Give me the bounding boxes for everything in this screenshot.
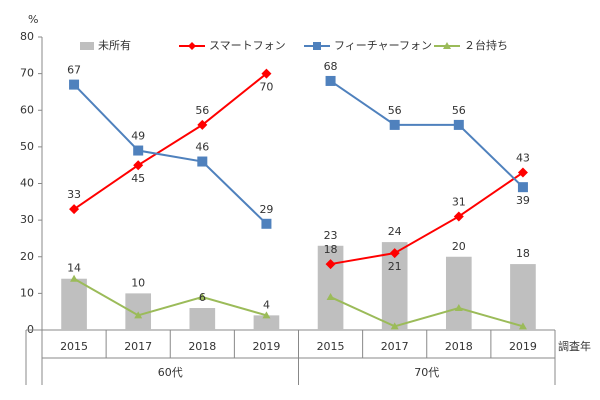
marker (134, 311, 143, 319)
bar (61, 278, 87, 330)
line (330, 296, 524, 328)
marker (133, 160, 144, 171)
marker (261, 68, 272, 79)
x-tick-label: 2015 (317, 340, 345, 353)
legend-label: ２台持ち (464, 38, 508, 52)
marker (454, 304, 463, 312)
bar (317, 245, 344, 330)
marker (325, 75, 336, 86)
y-tick-label: 30 (20, 213, 34, 226)
legend-label: スマートフォン (209, 39, 286, 52)
legend-marker (443, 42, 451, 49)
data-label: 43 (516, 152, 530, 165)
data-label: 29 (259, 203, 273, 216)
marker (70, 274, 79, 282)
legend-label: フィーチャーフォン (334, 39, 432, 52)
marker (261, 218, 272, 229)
data-label: 67 (67, 64, 81, 77)
data-label: 4 (263, 298, 270, 311)
y-tick-label: 80 (20, 30, 34, 43)
data-label: 18 (516, 247, 530, 260)
marker (453, 119, 464, 130)
marker (197, 119, 208, 130)
marker (197, 156, 208, 167)
marker (389, 119, 400, 130)
data-label: 23 (324, 229, 338, 242)
marker (133, 145, 144, 156)
data-label: 49 (131, 130, 145, 143)
data-label: 70 (259, 81, 273, 94)
line (329, 80, 524, 188)
data-label: 45 (131, 172, 145, 185)
y-tick-label: 50 (20, 140, 34, 153)
marker (262, 311, 271, 319)
x-axis-label: 調査年 (558, 339, 591, 353)
marker (453, 211, 464, 222)
x-tick-label: 2019 (509, 340, 537, 353)
legend-marker (313, 42, 321, 50)
x-tick-label: 2019 (252, 340, 280, 353)
data-label: 14 (67, 262, 81, 275)
bar (445, 256, 472, 330)
x-tick-label: 2015 (60, 340, 88, 353)
marker (325, 259, 336, 270)
marker (326, 293, 335, 301)
group-label: 60代 (158, 366, 183, 379)
marker (517, 167, 528, 178)
data-label: 18 (324, 243, 338, 256)
data-label: 24 (388, 225, 402, 238)
data-label: 56 (452, 104, 466, 117)
y-tick-label: 40 (20, 177, 34, 190)
data-label: 39 (516, 194, 530, 207)
line (73, 277, 267, 317)
y-tick-label: 60 (20, 103, 34, 116)
marker (69, 79, 80, 90)
data-label: 6 (199, 291, 206, 304)
data-label: 33 (67, 188, 81, 201)
y-tick-label: 70 (20, 67, 34, 80)
data-label: 56 (388, 104, 402, 117)
data-label: 46 (195, 141, 209, 154)
x-tick-label: 2018 (445, 340, 473, 353)
y-unit: % (28, 13, 38, 26)
marker (198, 293, 207, 301)
marker (389, 248, 400, 259)
data-label: 68 (324, 60, 338, 73)
data-label: 20 (452, 240, 466, 253)
data-label: 56 (195, 104, 209, 117)
data-label: 31 (452, 195, 466, 208)
marker (517, 182, 528, 193)
data-label: 21 (388, 260, 402, 273)
y-tick-label: 20 (20, 250, 34, 263)
x-tick-label: 2017 (381, 340, 409, 353)
y-tick-label: 10 (20, 286, 34, 299)
legend-label: 未所有 (98, 38, 131, 52)
marker (518, 322, 527, 330)
group-label: 70代 (414, 366, 439, 379)
line (73, 83, 268, 225)
data-label: 10 (131, 276, 145, 289)
legend-swatch (80, 42, 94, 50)
bar (189, 308, 216, 330)
marker (69, 204, 80, 215)
marker (390, 322, 399, 330)
legend-marker (188, 42, 196, 50)
bar (253, 315, 280, 330)
x-tick-label: 2017 (124, 340, 152, 353)
line (330, 171, 524, 266)
x-tick-label: 2018 (188, 340, 216, 353)
line (73, 72, 268, 210)
bar (510, 264, 536, 330)
